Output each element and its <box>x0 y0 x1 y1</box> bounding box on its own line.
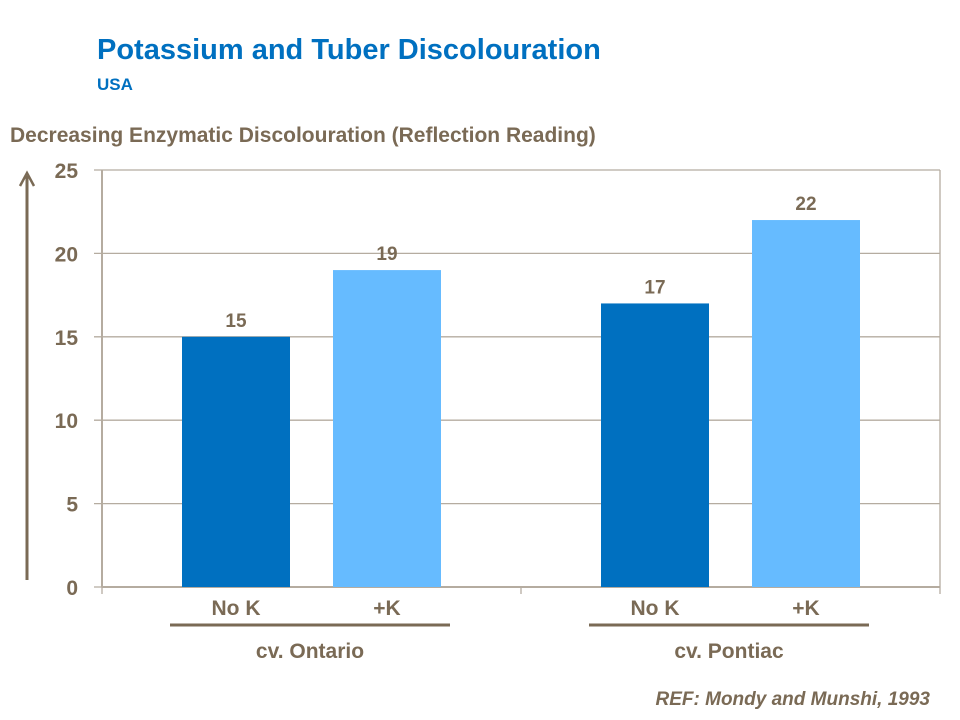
chart-subtitle: USA <box>97 75 133 94</box>
y-tick-label: 10 <box>55 410 78 433</box>
data-label: 22 <box>795 194 816 215</box>
x-category-label: No K <box>631 597 680 620</box>
x-category-label: +K <box>792 597 819 620</box>
chart-title: Potassium and Tuber Discolouration <box>97 34 601 66</box>
data-label: 19 <box>376 244 397 265</box>
y-tick-label: 15 <box>55 327 79 350</box>
bar <box>752 220 860 588</box>
x-category-label: No K <box>212 597 261 620</box>
data-label: 15 <box>225 311 247 332</box>
y-tick-label: 20 <box>55 243 78 266</box>
x-category-label: +K <box>373 597 400 620</box>
data-label: 17 <box>644 277 665 298</box>
reference-note: REF: Mondy and Munshi, 1993 <box>655 689 930 710</box>
y-tick-label: 0 <box>66 577 78 600</box>
y-axis-label: Decreasing Enzymatic Discolouration (Ref… <box>10 124 596 147</box>
group-label: cv. Ontario <box>256 640 364 663</box>
group-label: cv. Pontiac <box>674 640 784 663</box>
bar <box>601 303 709 587</box>
bar <box>333 270 441 587</box>
y-tick-label: 5 <box>66 494 78 517</box>
arrow-head-icon <box>18 170 36 187</box>
y-tick-label: 25 <box>55 160 79 183</box>
bar <box>182 336 290 587</box>
